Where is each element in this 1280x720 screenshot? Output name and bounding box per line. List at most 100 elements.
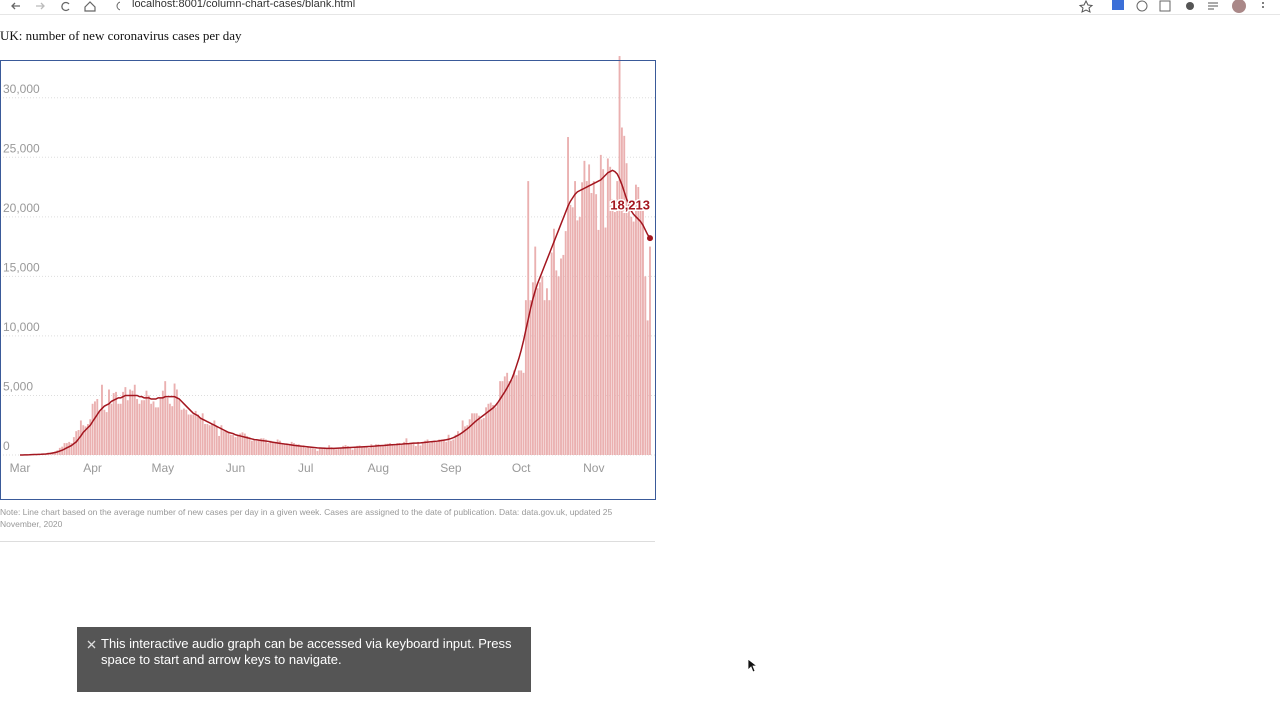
bar (644, 276, 647, 455)
bar (349, 447, 352, 455)
bar (337, 448, 340, 455)
bar (421, 443, 424, 455)
bar (623, 135, 626, 455)
bar (440, 439, 443, 455)
bar (538, 282, 541, 455)
bar (138, 403, 141, 455)
x-tick-label: Aug (368, 461, 389, 475)
bar (150, 403, 153, 455)
bar (431, 441, 434, 455)
bar (290, 441, 293, 455)
bar (480, 419, 483, 455)
bar (613, 212, 616, 455)
bar (311, 448, 314, 455)
bar (248, 437, 251, 455)
bar (384, 443, 387, 455)
bar (204, 424, 206, 455)
bar (571, 207, 574, 455)
bar (597, 229, 600, 455)
bar (110, 403, 113, 455)
bar (136, 399, 139, 455)
bar (649, 246, 651, 455)
bar (642, 208, 644, 455)
bar (360, 446, 363, 455)
bar (302, 445, 305, 455)
bar (91, 403, 94, 455)
bar (272, 441, 274, 455)
bar (353, 448, 356, 455)
bar (274, 441, 277, 455)
bar (75, 431, 78, 455)
bar (368, 448, 370, 455)
bar (295, 444, 298, 455)
bar (279, 440, 281, 455)
bar (227, 432, 230, 455)
chart[interactable]: 0 5,000 10,000 15,000 20,000 25,000 30,000 Mar A… (0, 56, 657, 501)
bar (77, 429, 80, 455)
bar (101, 384, 103, 455)
bar (473, 413, 476, 455)
bar (197, 414, 199, 455)
bar (391, 444, 394, 455)
bar (229, 434, 232, 455)
bar (300, 445, 302, 455)
cursor (747, 658, 759, 673)
bar (79, 420, 82, 455)
url[interactable]: localhost:8001/column-chart-cases/blank.… (132, 0, 356, 10)
bar (419, 445, 422, 455)
bar (129, 389, 132, 455)
bar (323, 447, 326, 455)
chart-title: UK: number of new coronavirus cases per … (0, 28, 242, 43)
bar (524, 300, 527, 455)
bar (70, 443, 73, 455)
bar (635, 184, 637, 455)
bar (225, 431, 228, 455)
bar (168, 403, 171, 455)
separator (0, 541, 655, 542)
bar (562, 254, 565, 455)
bar (206, 424, 209, 455)
close-button[interactable] (87, 640, 97, 650)
bar (590, 193, 593, 455)
bar (307, 446, 310, 455)
bar (543, 300, 546, 455)
bar (365, 446, 368, 455)
bar (192, 414, 195, 455)
x-tick-label: Jul (298, 461, 313, 475)
bar (398, 443, 401, 455)
bar (145, 390, 148, 455)
bar (286, 444, 288, 455)
bar (140, 400, 143, 455)
bar (269, 440, 272, 455)
bar (49, 453, 52, 455)
x-tick-label: Nov (583, 461, 604, 475)
bar (108, 389, 110, 455)
toolbar-icons (1078, 0, 1264, 13)
bar (201, 413, 204, 455)
bar (588, 164, 591, 455)
bar (620, 127, 623, 455)
bar (485, 407, 487, 455)
bar (517, 370, 520, 455)
bar (442, 439, 445, 455)
bar (553, 228, 555, 455)
bar (372, 445, 375, 455)
bar (435, 441, 438, 455)
bar (236, 435, 239, 455)
bar (243, 433, 246, 455)
bar (339, 447, 342, 455)
y-tick-label: 10,000 (3, 320, 40, 334)
bar (541, 276, 544, 455)
bar (515, 375, 518, 455)
x-tick-label: Sep (440, 461, 462, 475)
x-tick-label: May (152, 461, 175, 475)
bar (72, 437, 75, 455)
bar (68, 441, 71, 455)
x-tick-label: Apr (83, 461, 102, 475)
bar (445, 441, 448, 455)
bar (639, 204, 642, 455)
bar (143, 400, 146, 455)
bar (393, 445, 396, 455)
bar (370, 444, 373, 455)
